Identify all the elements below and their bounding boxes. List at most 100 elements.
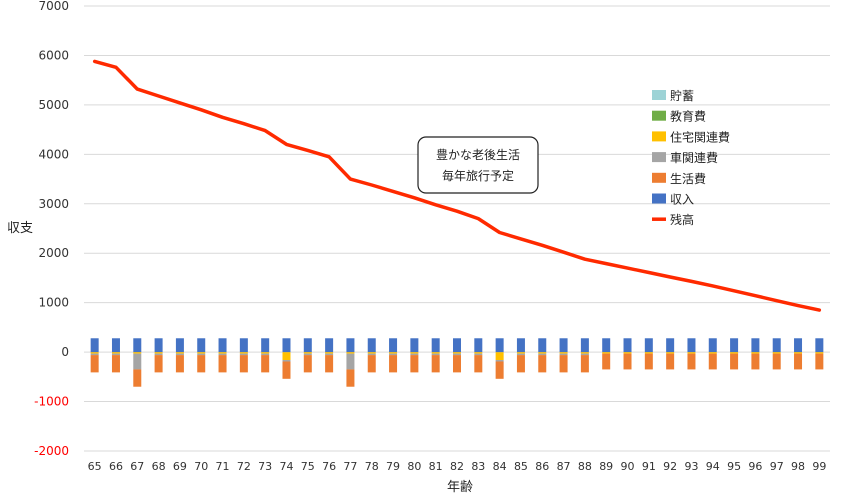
bar-segment	[282, 338, 291, 353]
bar-segment	[538, 338, 547, 353]
y-tick-label: 7000	[38, 0, 69, 13]
bar-segment	[197, 338, 206, 353]
x-tick-label: 76	[322, 460, 336, 473]
bar-segment	[261, 338, 270, 353]
x-tick-label: 83	[471, 460, 485, 473]
bar-segment	[197, 353, 206, 356]
bar-segment	[687, 352, 696, 354]
bar-segment	[516, 355, 525, 373]
bar-segment	[495, 360, 504, 362]
x-tick-label: 65	[88, 460, 102, 473]
legend-label: 住宅関連費	[670, 129, 730, 144]
bar-segment	[538, 353, 547, 356]
bar-segment	[495, 352, 504, 361]
bar-segment	[154, 338, 163, 353]
legend-label: 残高	[670, 212, 694, 227]
bar-segment	[602, 352, 611, 354]
bar-segment	[453, 338, 461, 353]
bar-segment	[325, 353, 334, 356]
bar-segment	[218, 353, 227, 356]
bar-segment	[453, 355, 461, 373]
bar-segment	[794, 338, 803, 353]
x-tick-label: 79	[386, 460, 400, 473]
bar-segment	[474, 352, 483, 354]
bar-segment	[431, 338, 440, 353]
bar-segment	[218, 355, 227, 373]
bar-segment	[261, 352, 270, 354]
bar-segment	[751, 353, 760, 370]
x-tick-label: 94	[706, 460, 720, 473]
bar-segment	[815, 353, 824, 370]
x-tick-label: 81	[429, 460, 443, 473]
bar-segment	[133, 338, 142, 353]
bar-segment	[516, 338, 525, 353]
legend-label: 教育費	[670, 109, 706, 124]
gridlines	[84, 5, 830, 452]
bar-segment	[794, 353, 803, 370]
bar-segment	[623, 353, 632, 370]
x-tick-label: 92	[663, 460, 677, 473]
legend-label: 車関連費	[670, 150, 718, 165]
y-tick-label: 4000	[38, 147, 69, 161]
x-tick-label: 75	[301, 460, 315, 473]
x-axis-label: 年齢	[447, 480, 473, 494]
x-tick-label: 97	[770, 460, 784, 473]
bar-segment	[687, 353, 696, 370]
x-tick-label: 66	[109, 460, 123, 473]
x-tick-label: 85	[514, 460, 528, 473]
bar-segment	[666, 352, 675, 354]
y-tick-label: 1000	[38, 296, 69, 310]
x-tick-label: 78	[365, 460, 379, 473]
bar-segment	[431, 352, 440, 354]
x-tick-label: 84	[493, 460, 507, 473]
x-tick-label: 90	[621, 460, 635, 473]
x-tick-label: 77	[343, 460, 357, 473]
x-tick-label: 68	[152, 460, 166, 473]
annotation-frame	[417, 136, 539, 194]
bar-segment	[708, 353, 717, 370]
bar-segment	[346, 352, 355, 354]
bar-segment	[431, 353, 440, 356]
x-tick-label: 82	[450, 460, 464, 473]
annotation-text: 毎年旅行予定	[442, 168, 514, 183]
bar-segment	[175, 353, 184, 356]
x-tick-label: 73	[258, 460, 272, 473]
bar-segment	[559, 353, 568, 356]
bar-segment	[730, 352, 739, 354]
bar-segment	[730, 353, 739, 370]
bar-segment	[325, 352, 334, 354]
bar-segment	[346, 353, 355, 370]
legend-swatch	[652, 152, 666, 163]
bar-segment	[453, 353, 461, 356]
bar-segment	[111, 338, 120, 353]
bar-segment	[90, 352, 99, 354]
bar-segment	[410, 352, 419, 354]
x-tick-label: 74	[279, 460, 293, 473]
bar-segment	[389, 355, 398, 373]
bar-series	[90, 338, 824, 387]
y-tick-labels: -2000 -1000 0 1000 2000 3000 4000 5000 6000 7000	[34, 0, 69, 458]
bar-segment	[261, 353, 270, 356]
bar-segment	[239, 355, 248, 373]
bar-segment	[90, 355, 99, 373]
y-tick-label: -1000	[34, 395, 69, 409]
bar-segment	[346, 369, 355, 387]
x-tick-label: 95	[727, 460, 741, 473]
bar-segment	[282, 360, 291, 362]
bar-segment	[751, 352, 760, 354]
bar-segment	[602, 338, 611, 353]
bar-segment	[133, 369, 142, 387]
bar-segment	[644, 338, 653, 353]
bar-segment	[772, 353, 781, 370]
bar-segment	[111, 353, 120, 356]
bar-segment	[538, 355, 547, 373]
bar-segment	[772, 338, 781, 353]
bar-segment	[325, 338, 334, 353]
bar-segment	[389, 353, 398, 356]
bar-segment	[175, 355, 184, 373]
annotation-text: 豊かな老後生活	[436, 148, 520, 162]
legend-label: 貯蓄	[670, 89, 694, 103]
bar-segment	[90, 338, 99, 353]
bar-segment	[367, 338, 376, 353]
bar-segment	[325, 355, 334, 373]
